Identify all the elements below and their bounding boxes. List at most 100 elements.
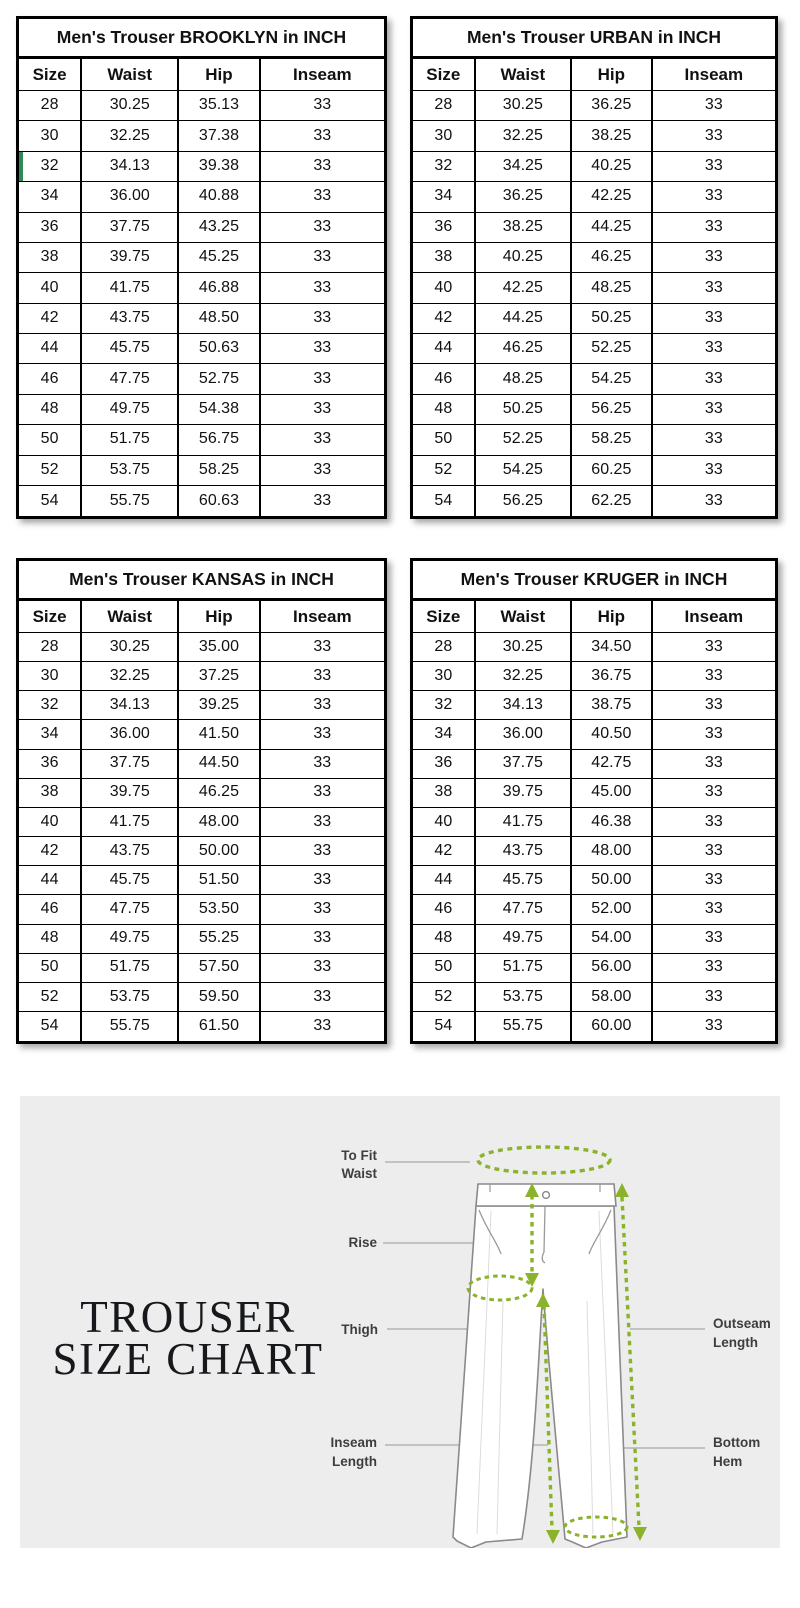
table-cell: 33 xyxy=(650,89,778,122)
table-row: 28 30.25 36.25 33 xyxy=(410,89,778,122)
table-row: 46 47.75 53.50 33 xyxy=(16,894,387,925)
trouser-outline xyxy=(452,1183,628,1548)
table-cell: 28 xyxy=(16,631,83,663)
label-to-fit-waist: To Fit Waist xyxy=(341,1148,377,1181)
table-cell: 33 xyxy=(258,748,387,779)
table-cell: 48.25 xyxy=(570,272,653,304)
table-row: 30 32.25 37.25 33 xyxy=(16,661,387,692)
table-cell: 48.00 xyxy=(177,806,261,838)
table-header-row: Size Waist Hip Inseam xyxy=(410,599,778,633)
table-cell: 33 xyxy=(650,865,778,896)
table-cell: 34.50 xyxy=(570,631,653,663)
table-cell: 56.25 xyxy=(473,484,573,519)
table-cell: 52.00 xyxy=(570,894,653,925)
table-row: 30 32.25 38.25 33 xyxy=(410,120,778,152)
table-row: 54 55.75 60.63 33 xyxy=(16,484,387,519)
table-cell: 49.75 xyxy=(80,923,180,954)
table-cell: 39.75 xyxy=(473,777,573,808)
table-cell: 33 xyxy=(258,1011,387,1043)
table-row: 52 53.75 58.25 33 xyxy=(16,454,387,486)
table-row: 34 36.00 41.50 33 xyxy=(16,719,387,750)
table-cell: 38.25 xyxy=(473,211,573,243)
size-chart-diagram-panel: TROUSER SIZE CHART xyxy=(20,1096,780,1548)
table-row: 28 30.25 34.50 33 xyxy=(410,631,778,663)
table-cell: 49.75 xyxy=(80,393,180,426)
table-cell: 48 xyxy=(410,923,476,954)
outseam-arrow-line xyxy=(620,1196,641,1528)
table-cell: 50 xyxy=(410,424,476,456)
table-cell: 43.75 xyxy=(473,836,573,867)
size-table: Men's Trouser KRUGER in INCH Size Waist Hip… xyxy=(410,558,778,1044)
table-cell: 50 xyxy=(410,952,476,983)
size-table-kansas: Men's Trouser KANSAS in INCH Size Waist Hip… xyxy=(16,558,387,1044)
table-cell: 33 xyxy=(650,454,778,486)
table-cell: 41.75 xyxy=(473,806,573,838)
table-cell: 49.75 xyxy=(473,923,573,954)
table-title: Men's Trouser BROOKLYN in INCH xyxy=(17,17,386,59)
table-row: 36 37.75 44.50 33 xyxy=(16,748,387,779)
belt-loops xyxy=(489,1184,601,1192)
table-cell: 40.50 xyxy=(570,719,653,750)
table-cell: 33 xyxy=(650,836,778,867)
table-cell: 50.25 xyxy=(473,393,573,426)
inseam-arrow-line xyxy=(542,1304,554,1531)
diagram-background xyxy=(20,1096,780,1548)
size-table-kruger: Men's Trouser KRUGER in INCH Size Waist Hip… xyxy=(410,558,778,1044)
table-cell: 34 xyxy=(16,719,83,750)
table-cell: 54 xyxy=(16,484,83,519)
table-cell: 57.50 xyxy=(177,952,261,983)
table-cell: 37.38 xyxy=(177,120,261,152)
table-cell: 54.25 xyxy=(570,363,653,395)
table-cell: 33 xyxy=(650,806,778,838)
label-inseam-line1: Inseam xyxy=(330,1435,377,1450)
table-cell: 33 xyxy=(258,484,387,519)
table-cell: 30 xyxy=(16,120,83,152)
table-title-row: Men's Trouser URBAN in INCH xyxy=(411,17,777,59)
table-cell: 55.25 xyxy=(177,923,261,954)
table-cell: 51.75 xyxy=(80,424,180,456)
diagram-title: TROUSER SIZE CHART xyxy=(52,1292,322,1384)
table-cell: 36.00 xyxy=(80,719,180,750)
table-cell: 42.25 xyxy=(473,272,573,304)
table-cell: 44.25 xyxy=(473,302,573,335)
table-cell: 32.25 xyxy=(80,120,180,152)
table-title-row: Men's Trouser KRUGER in INCH xyxy=(411,559,777,601)
table-cell: 55.75 xyxy=(473,1011,573,1043)
table-cell: 33 xyxy=(258,952,387,983)
table-cell: 37.75 xyxy=(473,748,573,779)
table-row: 48 49.75 54.38 33 xyxy=(16,393,387,426)
table-cell: 33 xyxy=(650,981,778,1013)
table-cell: 50.00 xyxy=(177,836,261,867)
table-cell: 46 xyxy=(16,894,83,925)
table-cell: 38 xyxy=(410,777,476,808)
table-cell: 47.75 xyxy=(80,363,180,395)
table-cell: 32 xyxy=(410,150,476,183)
column-header: Inseam xyxy=(258,599,387,633)
table-cell: 32.25 xyxy=(473,120,573,152)
table-cell: 33 xyxy=(650,484,778,519)
table-cell: 33 xyxy=(650,777,778,808)
table-cell: 28 xyxy=(16,89,83,122)
table-cell: 34 xyxy=(410,719,476,750)
table-cell: 53.50 xyxy=(177,894,261,925)
table-row: 42 43.75 50.00 33 xyxy=(16,836,387,867)
measurement-indicators xyxy=(466,1145,641,1539)
table-cell: 37.75 xyxy=(80,211,180,243)
table-cell: 36.00 xyxy=(80,181,180,213)
table-cell: 44 xyxy=(410,332,476,365)
column-header: Hip xyxy=(177,57,261,91)
table-row: 40 42.25 48.25 33 xyxy=(410,272,778,304)
table-cell: 42 xyxy=(410,302,476,335)
table-cell: 36.00 xyxy=(473,719,573,750)
table-cell: 47.75 xyxy=(473,894,573,925)
table-cell: 34 xyxy=(410,181,476,213)
table-cell: 38 xyxy=(16,241,83,274)
column-header: Size xyxy=(410,599,476,633)
table-cell: 45.25 xyxy=(177,241,261,274)
table-cell: 33 xyxy=(258,836,387,867)
table-row: 46 48.25 54.25 33 xyxy=(410,363,778,395)
table-cell: 48.00 xyxy=(570,836,653,867)
table-cell: 43.75 xyxy=(80,836,180,867)
table-cell: 32.25 xyxy=(473,661,573,692)
table-cell: 46.25 xyxy=(473,332,573,365)
